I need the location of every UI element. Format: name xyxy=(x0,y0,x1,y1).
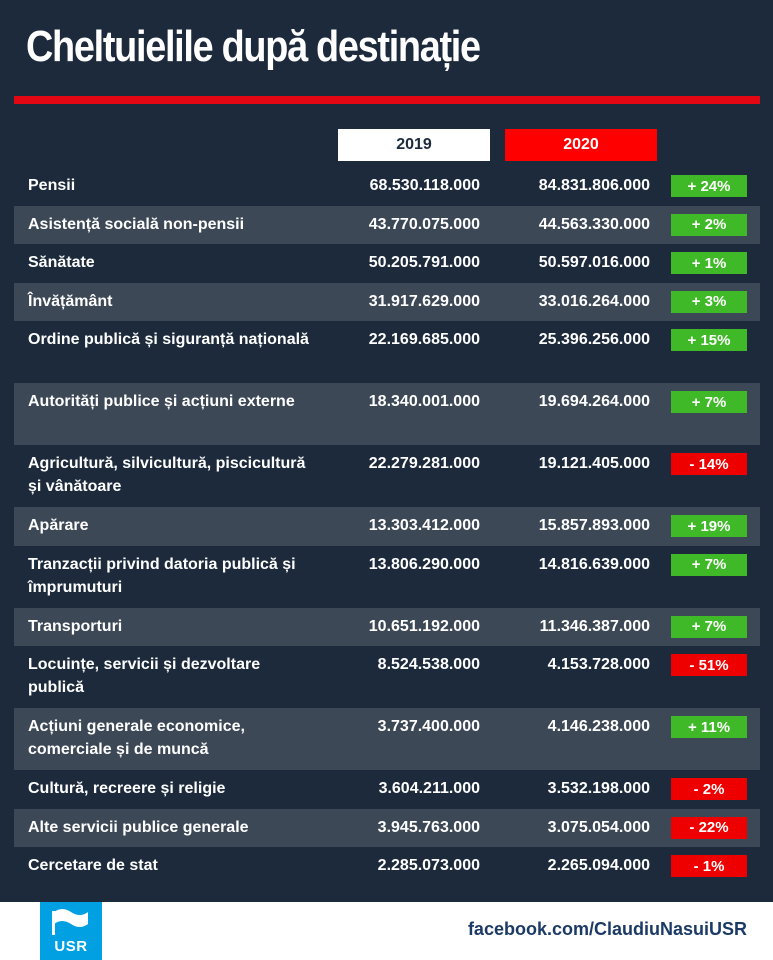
table-row: Sănătate 50.205.791.000 50.597.016.000 +… xyxy=(14,244,760,283)
change-badge: - 2% xyxy=(671,778,747,800)
header-2020: 2020 xyxy=(505,129,657,161)
value-2020: 11.346.387.000 xyxy=(539,617,650,635)
row-label: Acțiuni generale economice, comerciale ș… xyxy=(28,718,245,758)
row-label: Apărare xyxy=(28,517,89,534)
value-2020: 84.831.806.000 xyxy=(538,177,650,194)
value-2020: 4.146.238.000 xyxy=(547,718,650,735)
table-row: Transporturi 10.651.192.000 11.346.387.0… xyxy=(14,607,760,646)
row-label: Autorități publice și acțiuni externe xyxy=(28,393,295,410)
table-row: Pensii 68.530.118.000 84.831.806.000 + 2… xyxy=(14,167,760,206)
value-2019: 3.737.400.000 xyxy=(377,718,480,735)
table-row: Locuințe, servicii și dezvoltare publică… xyxy=(14,646,760,708)
value-2019: 2.285.073.000 xyxy=(377,857,480,874)
table-row: Cultură, recreere și religie 3.604.211.0… xyxy=(14,770,760,809)
usr-logo: USR xyxy=(40,902,102,960)
change-badge: + 19% xyxy=(671,515,747,537)
title-divider xyxy=(14,96,760,104)
expenses-table: Pensii 68.530.118.000 84.831.806.000 + 2… xyxy=(14,167,760,886)
table-row: Acțiuni generale economice, comerciale ș… xyxy=(14,708,760,770)
row-label: Cultură, recreere și religie xyxy=(28,780,226,797)
usr-logo-text: USR xyxy=(54,938,88,955)
value-2020: 44.563.330.000 xyxy=(538,215,650,233)
value-2019: 31.917.629.000 xyxy=(368,292,480,310)
change-badge: + 7% xyxy=(671,615,747,638)
facebook-link[interactable]: facebook.com/ClaudiuNasuiUSR xyxy=(467,919,747,939)
row-label: Tranzacții privind datoria publică și îm… xyxy=(28,555,296,596)
table-row: Asistență socială non-pensii 43.770.075.… xyxy=(14,205,760,244)
change-badge: + 24% xyxy=(671,175,747,197)
row-label: Alte servicii publice generale xyxy=(28,818,249,836)
value-2019: 22.279.281.000 xyxy=(368,455,480,472)
value-2019: 3.945.763.000 xyxy=(377,818,480,836)
value-2020: 2.265.094.000 xyxy=(547,857,650,874)
table-row: Ordine publică și siguranță națională 22… xyxy=(14,321,760,383)
row-label: Locuințe, servicii și dezvoltare publică xyxy=(28,656,261,696)
change-badge: - 51% xyxy=(671,654,747,676)
value-2020: 33.016.264.000 xyxy=(538,292,650,310)
row-label: Pensii xyxy=(28,177,76,194)
value-2019: 8.524.538.000 xyxy=(377,656,480,673)
change-badge: + 15% xyxy=(671,329,747,351)
value-2020: 50.597.016.000 xyxy=(538,254,650,271)
change-badge: - 22% xyxy=(671,816,747,839)
value-2020: 3.075.054.000 xyxy=(547,818,650,836)
value-2019: 50.205.791.000 xyxy=(368,254,480,271)
change-badge: + 7% xyxy=(671,391,747,413)
value-2019: 43.770.075.000 xyxy=(368,215,480,233)
value-2019: 22.169.685.000 xyxy=(368,331,480,348)
change-badge: + 2% xyxy=(671,213,747,236)
change-badge: - 14% xyxy=(671,453,747,475)
table-row: Alte servicii publice generale 3.945.763… xyxy=(14,808,760,847)
change-badge: - 1% xyxy=(671,855,747,877)
row-label: Cercetare de stat xyxy=(28,857,158,874)
value-2019: 13.303.412.000 xyxy=(368,517,480,534)
header-2019: 2019 xyxy=(338,129,490,161)
table-row: Învățământ 31.917.629.000 33.016.264.000… xyxy=(14,282,760,321)
change-badge: + 11% xyxy=(671,716,747,738)
row-label: Învățământ xyxy=(28,292,113,310)
footer-bar: USR facebook.com/ClaudiuNasuiUSR xyxy=(0,902,773,960)
value-2019: 18.340.001.000 xyxy=(368,393,480,410)
change-badge: + 7% xyxy=(671,553,747,576)
row-label: Ordine publică și siguranță națională xyxy=(28,331,309,348)
page-title: Cheltuielile după destinație xyxy=(26,22,481,71)
value-2019: 68.530.118.000 xyxy=(369,177,480,194)
usr-flag-icon xyxy=(52,909,88,935)
table-row: Agricultură, silvicultură, piscicultură … xyxy=(14,445,760,507)
value-2020: 19.121.405.000 xyxy=(538,455,650,472)
table-row: Apărare 13.303.412.000 15.857.893.000 + … xyxy=(14,507,760,546)
row-label: Transporturi xyxy=(28,617,123,635)
row-label: Agricultură, silvicultură, piscicultură … xyxy=(28,455,306,495)
value-2020: 4.153.728.000 xyxy=(547,656,650,673)
value-2019: 13.806.290.000 xyxy=(368,555,480,573)
value-2020: 15.857.893.000 xyxy=(538,517,650,534)
value-2019: 3.604.211.000 xyxy=(378,780,480,797)
value-2020: 19.694.264.000 xyxy=(538,393,650,410)
row-label: Sănătate xyxy=(28,254,95,271)
table-row: Tranzacții privind datoria publică și îm… xyxy=(14,546,760,608)
change-badge: + 3% xyxy=(671,290,747,313)
value-2019: 10.651.192.000 xyxy=(368,617,480,635)
table-row: Cercetare de stat 2.285.073.000 2.265.09… xyxy=(14,847,760,886)
value-2020: 14.816.639.000 xyxy=(538,555,650,573)
table-row: Autorități publice și acțiuni externe 18… xyxy=(14,383,760,445)
value-2020: 3.532.198.000 xyxy=(547,780,650,797)
row-label: Asistență socială non-pensii xyxy=(28,215,245,233)
value-2020: 25.396.256.000 xyxy=(538,331,650,348)
change-badge: + 1% xyxy=(671,252,747,274)
